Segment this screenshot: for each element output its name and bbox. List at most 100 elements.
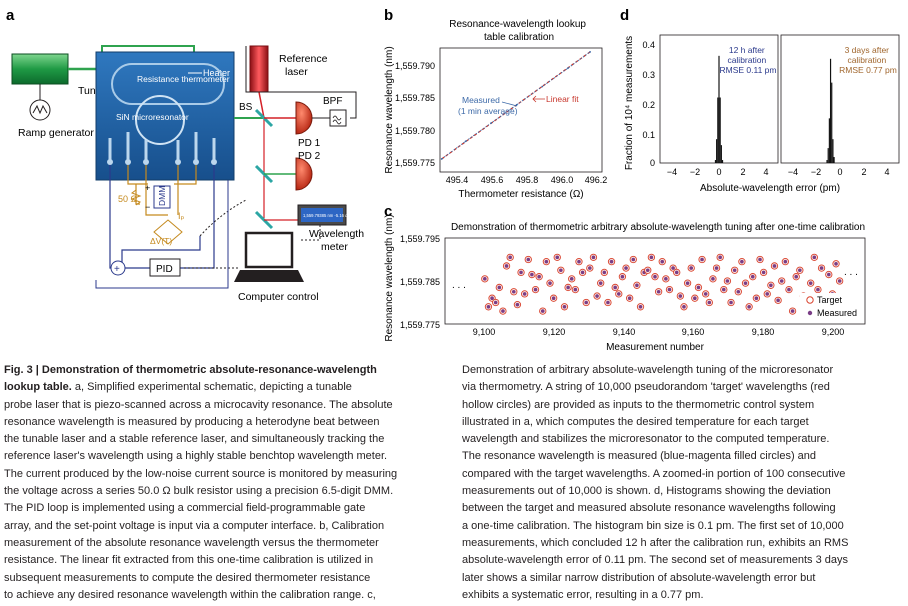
caption-line: illustrated in a, which computes the des… — [462, 415, 809, 428]
c-measured-point — [533, 287, 538, 292]
panel-d-xlabel: Absolute-wavelength error (pm) — [700, 183, 840, 194]
c-measured-point — [566, 285, 570, 290]
panel-c-xticks: 9,100 9,120 9,140 9,160 9,180 9,200 — [473, 327, 845, 337]
c-measured-point — [609, 259, 614, 264]
c-measured-point — [707, 300, 712, 305]
d-hist-bar — [719, 97, 721, 163]
c-measured-point — [787, 287, 791, 292]
caption-right-column: Demonstration of arbitrary absolute-wave… — [462, 362, 902, 604]
c-measured-point — [761, 270, 766, 275]
d-xtick: 0 — [716, 167, 721, 177]
c-measured-point — [816, 287, 820, 292]
c-measured-point — [682, 305, 686, 309]
panel-d-label: d — [620, 7, 629, 24]
c-measured-point — [664, 277, 668, 281]
summing-plus: + — [114, 264, 120, 275]
reference-laser-label: Reference laser — [279, 53, 330, 78]
pd1-label: PD 1 — [298, 138, 321, 149]
caption-line: The PID loop is implemented using a comm… — [4, 500, 444, 517]
b-legend-measured: Measured (1 min average) — [458, 95, 518, 116]
microresonator-ring — [135, 95, 185, 145]
d-xtick: 4 — [763, 167, 768, 177]
c-measured-point — [667, 287, 672, 292]
c-measured-point — [606, 300, 610, 305]
c-measured-point — [750, 274, 755, 279]
c-measured-point — [779, 279, 784, 283]
c-measured-point — [700, 257, 704, 262]
contact-points — [107, 159, 217, 165]
control-loop-frame — [95, 180, 229, 289]
panel-c-axes — [444, 237, 866, 325]
b-ytick: 1,559.780 — [395, 126, 435, 136]
c-ellipsis-right: . . . — [844, 267, 858, 278]
c-measured-point — [711, 277, 715, 281]
c-measured-point — [483, 277, 487, 281]
c-measured-point — [584, 300, 589, 305]
c-measured-point — [714, 266, 719, 270]
panel-b-yticks: 1,559.790 1,559.785 1,559.780 1,559.775 — [395, 61, 435, 168]
caption-text: the voltage across a series 50.0 Ω bulk … — [4, 485, 394, 498]
caption-line: the voltage across a series 50.0 Ω bulk … — [4, 483, 444, 500]
c-ytick: 1,559.785 — [400, 277, 440, 287]
caption-left-column: Fig. 3 | Demonstration of thermometric a… — [4, 362, 444, 604]
d-hist-bar — [720, 145, 722, 163]
pid-label: PID — [156, 264, 173, 275]
c-legend-target-marker — [806, 296, 814, 304]
reference-beam — [258, 91, 265, 119]
panel-c-title: Demonstration of thermometric arbitrary … — [451, 222, 865, 233]
c-measured-point — [508, 255, 512, 260]
c-measured-point — [819, 266, 824, 270]
panel-c: c Demonstration of thermometric arbitrar… — [384, 203, 866, 353]
b-legend-fit: Linear fit — [546, 94, 579, 104]
c-measured-point — [678, 294, 683, 298]
c-measured-point — [783, 259, 788, 264]
c-measured-point — [649, 255, 654, 260]
c-legend-box — [800, 293, 862, 320]
c-measured-point — [540, 309, 545, 313]
pd1-icon — [295, 101, 313, 135]
caption-line: later shows a similar narrow distributio… — [462, 571, 816, 584]
wavemeter-screen — [301, 208, 343, 222]
b-ytick: 1,559.785 — [395, 93, 435, 103]
c-measured-point — [504, 264, 509, 268]
caption-line: measurements, which concluded 12 h after… — [462, 536, 849, 549]
panel-d-ylabel: Fraction of 10⁴ measurements — [624, 36, 635, 170]
microresonator-chip — [95, 51, 235, 181]
c-measured-point — [616, 292, 621, 296]
d-right-note-3: RMSE 0.77 pm — [839, 65, 897, 75]
caption-bold: lookup table. — [4, 381, 72, 394]
c-measured-point — [580, 270, 585, 275]
c-measured-point — [638, 305, 643, 309]
figure-3: a Tunable probe laser Ramp generator Hea… — [6, 7, 900, 353]
caption-text: subsequent measurements to compute the d… — [4, 571, 371, 584]
c-measured-point — [562, 305, 567, 309]
caption-line: The resonance wavelength is measured (bl… — [462, 450, 817, 463]
c-measured-point — [522, 292, 527, 296]
b-ytick: 1,559.775 — [395, 158, 435, 168]
d-hist-bar — [718, 55, 720, 164]
c-measured-point — [624, 266, 628, 270]
caption-line: wavelength and stabilizes the microreson… — [462, 433, 830, 446]
c-measured-point — [490, 296, 494, 301]
pd-to-computer — [245, 46, 357, 119]
c-ellipsis-left: . . . — [452, 280, 466, 291]
panel-b-title: Resonance-wavelength lookup table calibr… — [449, 19, 589, 43]
d-hist-bar — [716, 139, 718, 163]
c-xtick: 9,100 — [473, 327, 496, 337]
c-xtick: 9,200 — [822, 327, 845, 337]
bpf-symbol — [332, 115, 342, 125]
caption-line: via thermometry. A string of 10,000 pseu… — [462, 381, 830, 394]
c-measured-point — [671, 266, 675, 270]
c-ytick: 1,559.775 — [400, 320, 440, 330]
panel-b-xlabel: Thermometer resistance (Ω) — [458, 189, 583, 200]
c-measured-point — [595, 294, 599, 298]
caption-text: array, and the set-point voltage is inpu… — [4, 519, 385, 532]
panel-b-xticks: 495.4 495.6 495.8 496.0 496.2 — [446, 175, 608, 185]
d-left-note-1: 12 h after — [729, 45, 765, 55]
caption-line: the tunable laser and a stable reference… — [4, 431, 444, 448]
d-ytick: 0.1 — [642, 130, 655, 140]
ramp-generator-label: Ramp generator — [18, 127, 94, 139]
dmm-plus-sign: + — [145, 183, 150, 193]
computer-control-label: Computer control — [238, 291, 319, 303]
d-xtick: −2 — [690, 167, 700, 177]
